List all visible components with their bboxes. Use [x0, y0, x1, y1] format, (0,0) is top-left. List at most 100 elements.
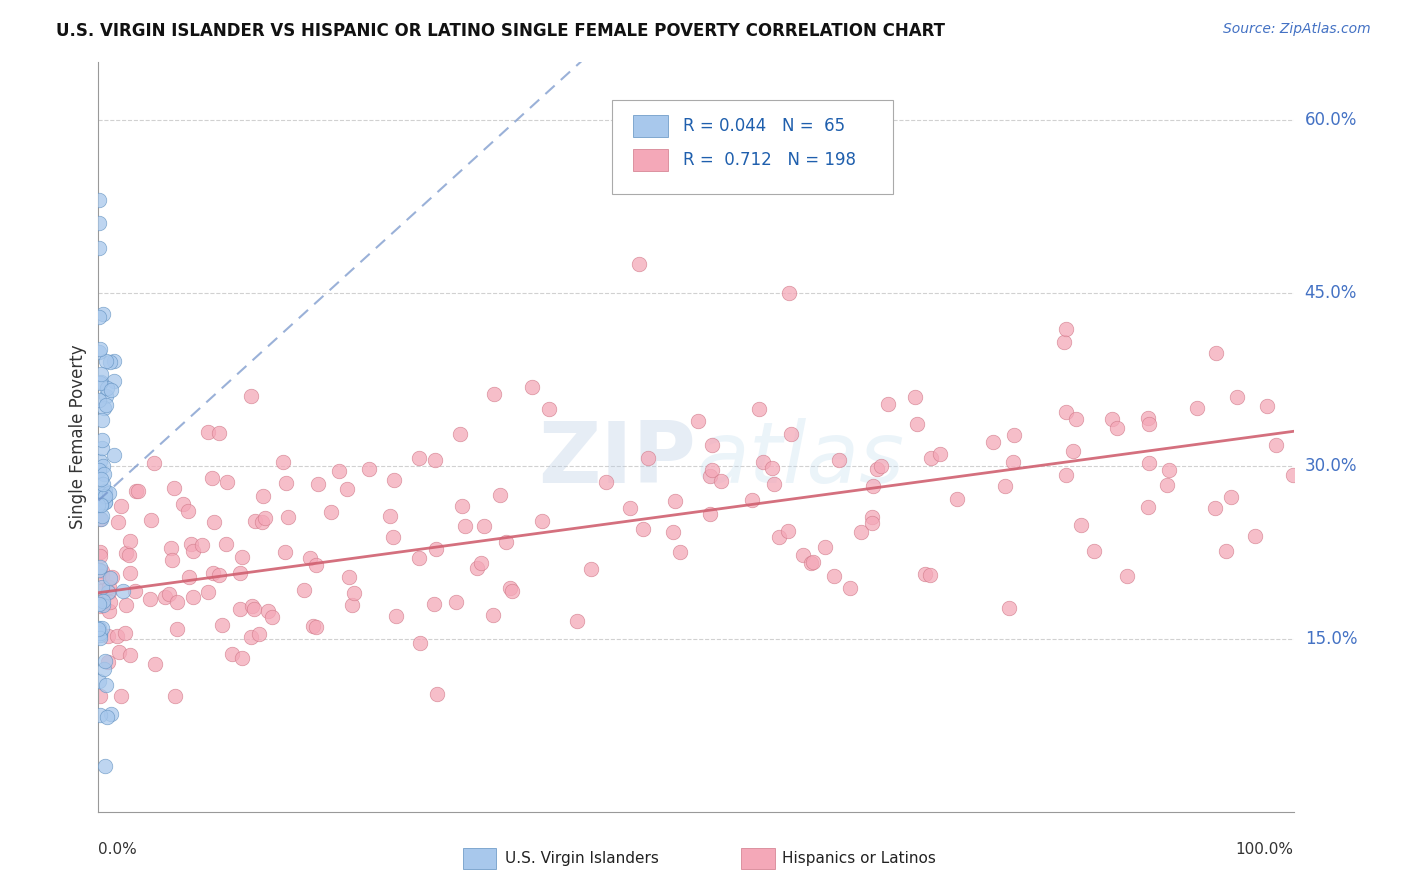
Point [1204, 501, 1226, 516]
Point [328, 464, 350, 478]
Point [94, 483, 117, 498]
Point [93, 758, 115, 772]
Point [776, 524, 799, 538]
Point [197, 585, 219, 599]
Point [260, 610, 283, 624]
Point [1282, 467, 1305, 482]
Text: 0.0%: 0.0% [98, 842, 138, 857]
Point [904, 390, 927, 404]
Point [307, 476, 329, 491]
Point [860, 509, 883, 524]
Point [579, 561, 602, 575]
Point [165, 690, 187, 704]
Point [91, 486, 114, 500]
Point [231, 549, 253, 564]
Point [89, 194, 111, 208]
Point [242, 602, 264, 616]
Point [382, 530, 405, 544]
Point [91, 598, 114, 612]
Point [1137, 410, 1160, 425]
Point [337, 570, 360, 584]
Point [93, 495, 115, 509]
Point [98, 595, 121, 609]
Point [91, 441, 114, 455]
Point [823, 568, 845, 582]
Point [699, 469, 721, 483]
Point [120, 566, 142, 581]
Point [221, 647, 243, 661]
Point [702, 463, 724, 477]
Point [98, 571, 121, 585]
Point [153, 590, 176, 604]
Point [1054, 468, 1077, 483]
Point [90, 376, 112, 390]
Point [94, 495, 117, 509]
Point [801, 555, 824, 569]
Point [1137, 457, 1160, 471]
Point [454, 518, 477, 533]
Point [423, 453, 446, 467]
Point [181, 590, 204, 604]
Point [103, 448, 125, 462]
Point [90, 472, 112, 486]
Point [89, 674, 111, 689]
Point [1101, 412, 1123, 426]
Point [87, 393, 110, 408]
Point [107, 515, 129, 529]
Point [108, 644, 131, 658]
Point [89, 454, 111, 468]
Point [100, 384, 122, 398]
Point [472, 519, 495, 533]
Point [162, 553, 184, 567]
Point [97, 585, 120, 599]
Point [115, 599, 138, 613]
Point [114, 625, 136, 640]
Point [98, 580, 121, 594]
FancyBboxPatch shape [633, 149, 668, 171]
Point [139, 513, 162, 527]
Point [89, 599, 111, 614]
Point [1264, 438, 1286, 452]
Point [918, 568, 941, 582]
Point [98, 355, 121, 369]
Point [340, 598, 363, 612]
Point [163, 481, 186, 495]
Point [686, 414, 709, 428]
Point [565, 615, 588, 629]
Point [499, 581, 522, 595]
Point [97, 655, 120, 669]
Point [91, 477, 114, 491]
Point [710, 474, 733, 488]
Point [619, 500, 641, 515]
Point [96, 380, 118, 394]
Point [1105, 421, 1128, 435]
Point [97, 584, 120, 599]
Point [89, 597, 111, 611]
Point [627, 257, 650, 271]
Point [426, 687, 449, 701]
Point [94, 678, 117, 692]
Point [1205, 345, 1227, 359]
FancyBboxPatch shape [741, 848, 775, 870]
Point [1137, 500, 1160, 515]
Point [274, 545, 297, 559]
Point [994, 478, 1017, 492]
Point [143, 657, 166, 671]
Point [215, 537, 238, 551]
Point [90, 564, 112, 578]
Point [768, 530, 790, 544]
Point [228, 566, 250, 580]
Point [664, 493, 686, 508]
Point [97, 629, 120, 643]
Point [87, 622, 110, 636]
Point [96, 388, 118, 402]
Text: 60.0%: 60.0% [1305, 112, 1357, 129]
Point [90, 580, 112, 594]
Point [1215, 544, 1237, 558]
Point [243, 514, 266, 528]
Point [90, 434, 112, 448]
Point [748, 401, 770, 416]
Point [1256, 399, 1278, 413]
Text: ZIP: ZIP [538, 418, 696, 501]
Point [945, 491, 967, 506]
